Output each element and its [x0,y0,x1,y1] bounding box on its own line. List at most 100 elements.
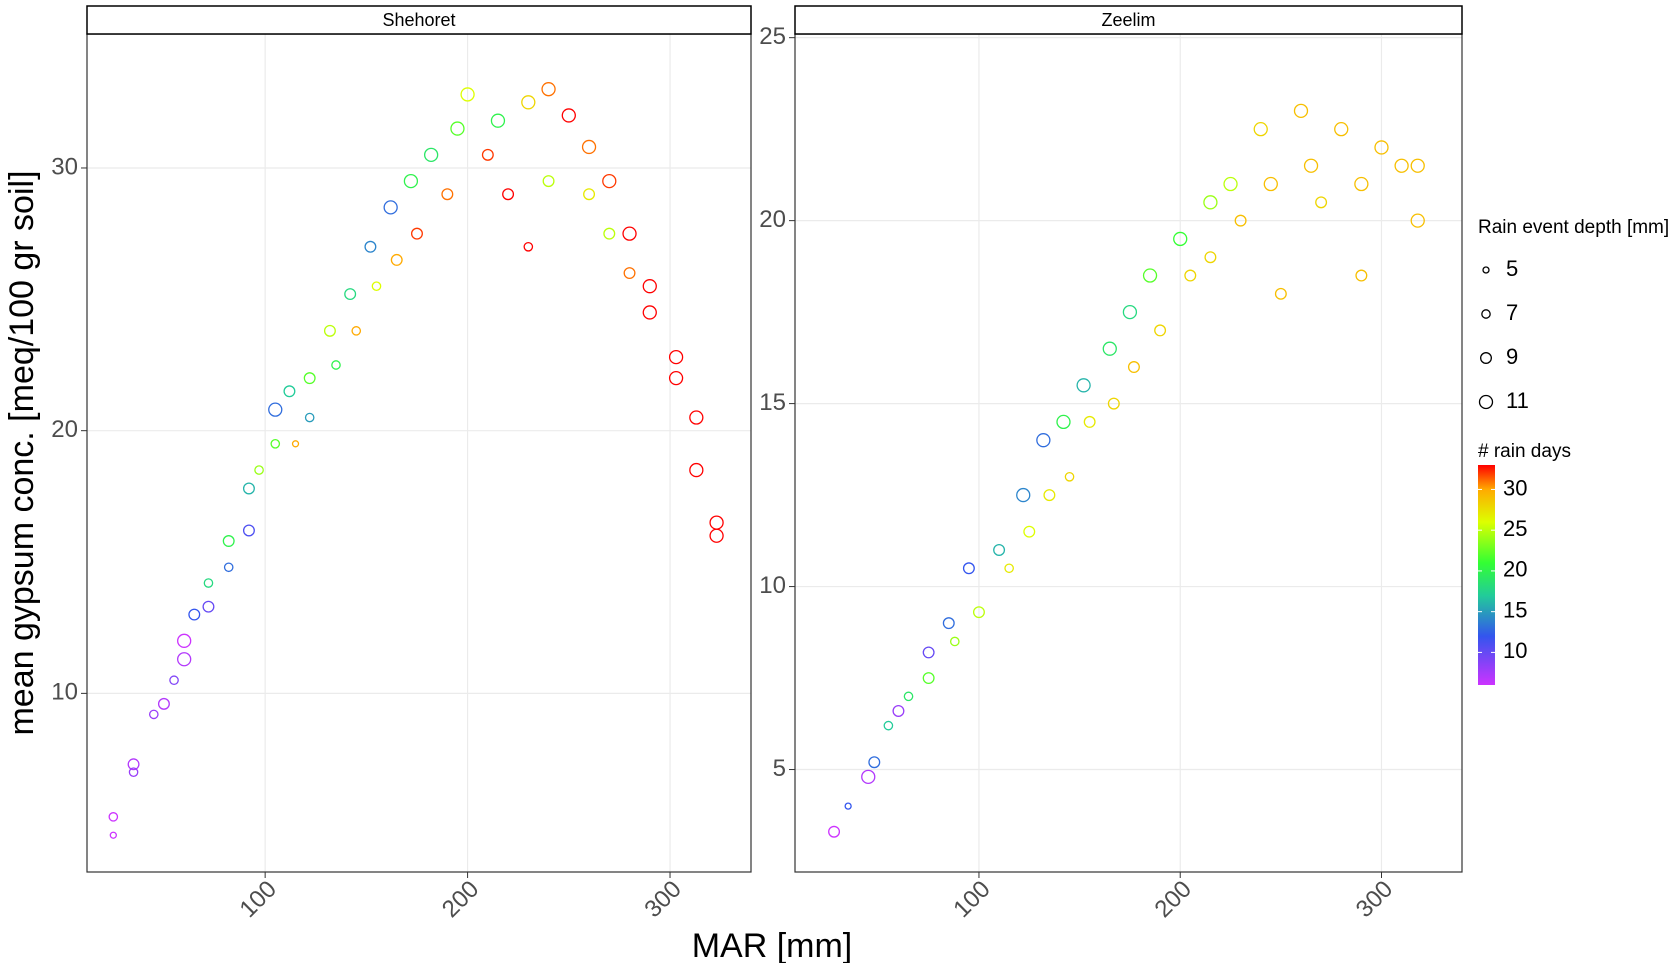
point [1142,268,1158,283]
colorbar-label: 20 [1503,557,1527,582]
point [222,535,235,547]
point [922,672,935,685]
point [364,240,377,253]
panel-background [795,34,1462,872]
point [128,767,139,777]
point [1043,489,1056,502]
x-tick-label: 100 [948,876,995,923]
point [1102,341,1117,356]
point [668,349,684,365]
point [1127,361,1140,373]
point [844,802,852,810]
point [1410,213,1425,228]
x-tick-label: 200 [1150,876,1197,923]
colorbar-label: 30 [1503,475,1527,500]
point [1076,378,1091,393]
point [642,279,657,294]
point [177,633,192,648]
y-tick-label: 25 [759,23,786,50]
facet-title: Zeelim [1101,10,1155,30]
point [709,528,724,543]
point [108,812,119,822]
size-legend-label: 11 [1506,388,1529,413]
y-tick-label: 20 [759,206,786,233]
point [1107,397,1120,410]
y-tick-label: 5 [773,755,786,782]
point [828,825,841,838]
point [541,82,556,97]
point [242,524,255,537]
point [1315,196,1328,209]
y-tick-label: 30 [51,153,78,180]
point [1204,251,1217,264]
panel-background [87,34,751,872]
point [490,113,506,128]
point [561,108,576,123]
point [1023,525,1036,538]
point [1223,176,1238,192]
point [1203,195,1218,210]
point [1303,158,1319,173]
point [169,675,179,686]
point [383,200,398,215]
size-legend-label: 7 [1506,300,1518,325]
point [403,173,419,189]
size-legend-key [1481,309,1491,319]
point [892,705,905,717]
point [1374,140,1389,155]
point [1293,103,1309,118]
point [523,241,534,252]
facet-strip [86,5,752,35]
point [203,578,214,588]
point [1253,121,1268,137]
point [1274,287,1287,300]
point [962,562,975,575]
point [177,652,192,667]
point [1410,158,1425,173]
point [291,440,300,448]
size-legend-key [1480,352,1492,364]
size-legend-label: 9 [1506,344,1518,369]
point [1173,231,1188,247]
point [1004,563,1014,574]
point [460,87,475,102]
point [603,227,616,240]
x-tick-label: 300 [639,876,686,923]
point [1154,324,1167,337]
size-legend-title: Rain event depth [mm] [1478,217,1669,238]
point [1083,415,1096,428]
point [689,462,704,478]
point [242,482,255,495]
point [583,188,596,201]
point [668,370,684,386]
point [972,606,985,619]
point [127,758,140,771]
point [270,438,281,449]
point [922,646,935,659]
point [351,326,362,336]
size-legend-key [1482,266,1490,274]
point [883,720,894,731]
facet-strip [794,5,1463,35]
point [949,636,960,647]
point [188,608,201,621]
point [623,267,636,280]
point [1122,304,1138,320]
point [1036,433,1051,448]
point [223,562,234,573]
colorbar-label: 15 [1503,597,1527,622]
point [1263,176,1278,192]
point [344,288,357,301]
point [521,95,536,110]
point [602,173,617,189]
facet-title: Shehoret [382,10,455,30]
colorbar-label: 25 [1503,516,1527,541]
point [1064,471,1075,482]
point [942,617,955,630]
point [410,227,423,240]
size-legend-label: 5 [1506,256,1518,281]
y-tick-label: 15 [759,389,786,416]
point [304,412,315,423]
